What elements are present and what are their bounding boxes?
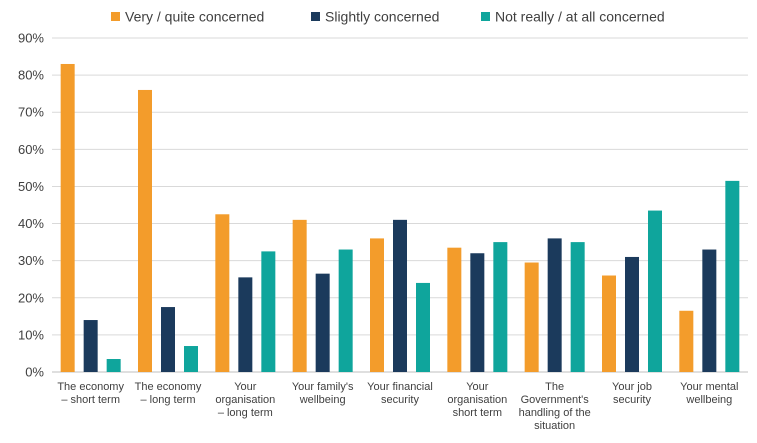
legend-swatch <box>481 12 490 21</box>
x-tick-label-line: The economy <box>135 381 202 393</box>
y-axis-ticks: 0% 10% 20% 30% 40% 50% 60% 70% 80% 90% <box>18 31 44 380</box>
bar-slightly-concerned-0 <box>83 320 98 372</box>
x-tick-label-line: Your <box>234 381 257 393</box>
x-tick-label-line: situation <box>534 420 575 432</box>
y-tick-label: 0% <box>25 365 44 380</box>
x-tick-label: Your mental wellbeing <box>680 381 738 406</box>
x-tick-label-line: Government's <box>521 394 590 406</box>
x-tick-label-line: organisation <box>447 394 507 406</box>
y-tick-label: 20% <box>18 290 44 305</box>
y-tick-label: 40% <box>18 216 44 231</box>
x-tick-label-line: – short term <box>61 394 120 406</box>
y-tick-label: 70% <box>18 105 44 120</box>
bar-slightly-concerned-7 <box>625 256 639 372</box>
bar-slightly-concerned-2 <box>238 277 253 372</box>
bar-very-quite-concerned-0 <box>60 63 75 372</box>
x-tick-label: The Government's handling of the situation <box>519 381 591 432</box>
bar-not-really-at-all-concerned-5 <box>493 242 508 372</box>
x-tick-label-line: security <box>613 394 651 406</box>
x-tick-label-line: – long term <box>140 394 195 406</box>
bar-very-quite-concerned-1 <box>138 89 152 372</box>
bar-slightly-concerned-8 <box>702 249 717 372</box>
bar-not-really-at-all-concerned-1 <box>184 346 198 372</box>
x-tick-label-line: Your <box>466 381 489 393</box>
bar-slightly-concerned-6 <box>547 238 562 372</box>
legend-label: Very / quite concerned <box>125 9 264 25</box>
x-tick-label: The economy – short term <box>57 381 124 406</box>
bar-very-quite-concerned-8 <box>679 310 694 372</box>
legend-swatch <box>111 12 120 21</box>
x-tick-label-line: organisation <box>215 394 275 406</box>
bar-not-really-at-all-concerned-7 <box>648 210 662 372</box>
y-tick-label: 90% <box>18 31 44 46</box>
x-tick-label: Your financial security <box>367 381 433 406</box>
x-tick-label-line: The <box>545 381 564 393</box>
x-tick-label-line: Your family's <box>292 381 354 393</box>
bar-slightly-concerned-1 <box>161 307 175 372</box>
bar-slightly-concerned-3 <box>315 273 330 372</box>
bar-not-really-at-all-concerned-4 <box>416 282 430 372</box>
bar-slightly-concerned-5 <box>470 253 485 372</box>
x-tick-label-line: Your job <box>612 381 652 393</box>
legend: Very / quite concerned Slightly concerned… <box>111 9 665 25</box>
x-tick-label: Your organisation – long term <box>215 381 275 419</box>
y-tick-label: 80% <box>18 68 44 83</box>
bar-very-quite-concerned-7 <box>602 275 616 372</box>
x-tick-label: Your organisation short term <box>447 381 507 419</box>
bar-very-quite-concerned-5 <box>447 247 462 372</box>
x-tick-label-line: – long term <box>218 407 273 419</box>
legend-swatch <box>311 12 320 21</box>
bar-very-quite-concerned-4 <box>370 238 384 372</box>
bar-not-really-at-all-concerned-8 <box>725 180 740 372</box>
bar-not-really-at-all-concerned-2 <box>261 251 276 372</box>
x-tick-label-line: Your mental <box>680 381 738 393</box>
bar-not-really-at-all-concerned-3 <box>338 249 353 372</box>
y-tick-label: 50% <box>18 179 44 194</box>
bar-very-quite-concerned-3 <box>292 219 307 372</box>
bar-very-quite-concerned-2 <box>215 214 230 372</box>
y-tick-label: 30% <box>18 253 44 268</box>
x-tick-label-line: wellbeing <box>299 394 346 406</box>
bar-not-really-at-all-concerned-6 <box>570 242 585 372</box>
y-tick-label: 60% <box>18 142 44 157</box>
y-tick-label: 10% <box>18 327 44 342</box>
x-tick-label-line: short term <box>453 407 503 419</box>
x-tick-label-line: Your financial <box>367 381 433 393</box>
bar-slightly-concerned-4 <box>393 219 407 372</box>
legend-label: Not really / at all concerned <box>495 9 665 25</box>
x-tick-label-line: The economy <box>57 381 124 393</box>
x-tick-label-line: handling of the <box>519 407 591 419</box>
bar-not-really-at-all-concerned-0 <box>106 359 121 372</box>
x-tick-label-line: security <box>381 394 419 406</box>
x-tick-label: Your family's wellbeing <box>292 381 354 406</box>
x-tick-label: Your job security <box>612 381 652 406</box>
legend-label: Slightly concerned <box>325 9 439 25</box>
bar-very-quite-concerned-6 <box>524 262 539 372</box>
bars <box>60 63 740 372</box>
x-tick-label: The economy – long term <box>135 381 202 406</box>
x-tick-label-line: wellbeing <box>685 394 732 406</box>
